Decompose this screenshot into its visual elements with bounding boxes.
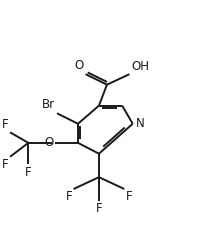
Text: F: F	[25, 166, 32, 179]
Text: F: F	[2, 158, 9, 171]
Text: OH: OH	[131, 60, 149, 73]
Text: F: F	[2, 118, 9, 131]
Text: F: F	[96, 202, 102, 215]
Text: Br: Br	[42, 98, 55, 111]
Text: F: F	[65, 190, 72, 203]
Text: F: F	[126, 190, 132, 203]
Text: O: O	[44, 136, 53, 149]
Text: O: O	[74, 59, 84, 72]
Text: N: N	[136, 117, 145, 130]
